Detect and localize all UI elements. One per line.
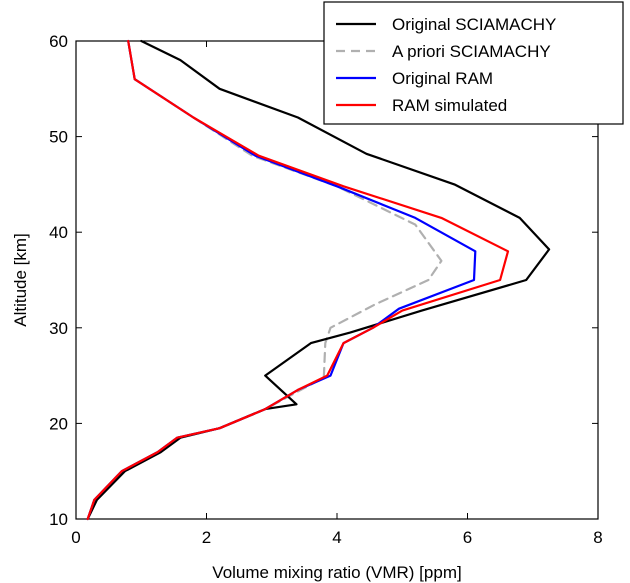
series-line-0 — [86, 39, 551, 521]
x-tick-label: 2 — [202, 528, 211, 547]
x-tick-label: 8 — [593, 528, 602, 547]
y-tick-label: 50 — [49, 128, 68, 147]
legend-label: A priori SCIAMACHY — [392, 42, 551, 61]
series-layer — [86, 39, 551, 521]
legend: Original SCIAMACHY A priori SCIAMACHY Orig… — [323, 1, 624, 125]
legend-label: Original SCIAMACHY — [392, 15, 556, 34]
y-tick-label: 30 — [49, 319, 68, 338]
x-axis-label: Volume mixing ratio (VMR) [ppm] — [212, 563, 461, 582]
x-tick-label: 6 — [463, 528, 472, 547]
ticks-layer: 0 2 4 6 8 10 20 30 40 50 60 — [49, 32, 603, 547]
series-line-3 — [86, 39, 510, 521]
y-tick-label: 10 — [49, 510, 68, 529]
y-tick-label: 40 — [49, 223, 68, 242]
legend-box — [323, 1, 624, 125]
x-tick-label: 4 — [332, 528, 341, 547]
legend-label: RAM simulated — [392, 96, 507, 115]
y-tick-label: 60 — [49, 32, 68, 51]
x-tick-label: 0 — [71, 528, 80, 547]
y-axis-label: Altitude [km] — [11, 233, 30, 327]
legend-label: Original RAM — [392, 69, 493, 88]
y-tick-label: 20 — [49, 414, 68, 433]
